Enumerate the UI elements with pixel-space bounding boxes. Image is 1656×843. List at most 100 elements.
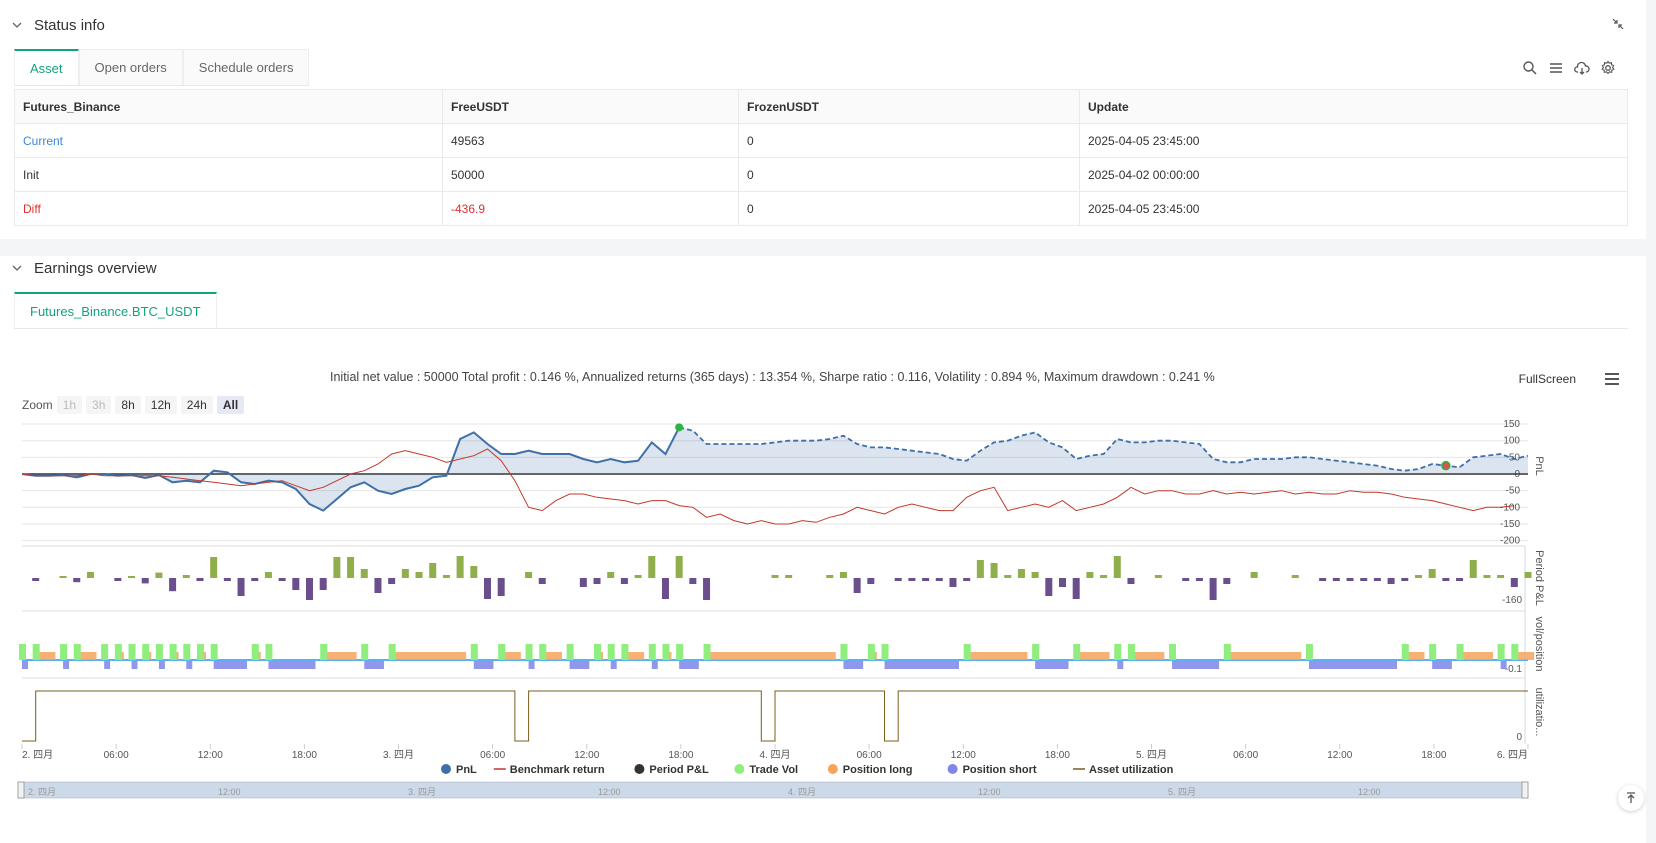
tab-schedule-orders[interactable]: Schedule orders bbox=[182, 49, 310, 85]
position-short-bar bbox=[1308, 661, 1398, 669]
pane-axis-title: utilizatio... bbox=[1533, 688, 1545, 737]
position-short-bar bbox=[1432, 661, 1452, 669]
pane-axis-title: vol/position bbox=[1533, 616, 1545, 671]
period-pnl-bar bbox=[1154, 575, 1162, 578]
trade-vol-bar bbox=[662, 644, 670, 660]
period-pnl-bar bbox=[963, 578, 971, 581]
position-short-bar bbox=[1035, 661, 1069, 669]
period-pnl-bar bbox=[1373, 578, 1381, 581]
position-short-bar bbox=[22, 661, 28, 669]
trade-vol-bar bbox=[73, 644, 81, 660]
navigator-tick-label: 12:00 bbox=[978, 787, 1001, 797]
tab-open-orders[interactable]: Open orders bbox=[78, 49, 183, 85]
status-tabs: Asset Open orders Schedule orders bbox=[14, 49, 310, 86]
position-long-bar bbox=[542, 652, 562, 660]
x-tick-label: 18:00 bbox=[1421, 750, 1446, 761]
trade-vol-bar bbox=[703, 644, 711, 660]
table-header-row: Futures_Binance FreeUSDT FrozenUSDT Upda… bbox=[14, 89, 1628, 124]
trade-vol-bar bbox=[196, 644, 204, 660]
period-pnl-bar bbox=[525, 572, 533, 578]
chevron-down-icon[interactable] bbox=[12, 20, 22, 30]
x-tick-label: 3. 四月 bbox=[383, 749, 414, 761]
trade-vol-bar bbox=[1497, 644, 1505, 660]
position-long-bar bbox=[1076, 652, 1110, 660]
trade-vol-bar bbox=[155, 644, 163, 660]
navigator-tick-label: 12:00 bbox=[218, 787, 241, 797]
list-icon[interactable] bbox=[1548, 60, 1564, 76]
position-short-bar bbox=[63, 661, 70, 669]
period-pnl-bar bbox=[689, 578, 697, 584]
navigator-track bbox=[17, 781, 1529, 799]
zoom-8h-button[interactable]: 8h bbox=[115, 396, 141, 414]
hamburger-menu-icon[interactable] bbox=[1604, 372, 1620, 386]
cell-update: 2025-04-02 00:00:00 bbox=[1079, 157, 1628, 192]
trade-vol-bar bbox=[169, 644, 177, 660]
tab-btc-usdt[interactable]: Futures_Binance.BTC_USDT bbox=[14, 292, 217, 328]
period-pnl-bar bbox=[401, 569, 409, 578]
zoom-all-button[interactable]: All bbox=[216, 396, 245, 414]
period-pnl-bar bbox=[1524, 572, 1532, 578]
legend-item-label: Period P&L bbox=[649, 764, 709, 776]
col-header-update[interactable]: Update bbox=[1079, 89, 1628, 124]
period-pnl-bar bbox=[1456, 578, 1464, 581]
asset-utilization-line bbox=[22, 690, 1528, 742]
tab-asset[interactable]: Asset bbox=[14, 49, 79, 85]
y-tick-label: 150 bbox=[1503, 419, 1520, 430]
trade-vol-bar bbox=[498, 644, 506, 660]
trade-vol-bar bbox=[32, 644, 40, 660]
y-tick-label: -100 bbox=[1500, 502, 1520, 513]
period-pnl-bar bbox=[456, 556, 464, 578]
chevron-down-icon[interactable] bbox=[12, 263, 22, 273]
period-pnl-bar bbox=[1360, 578, 1368, 581]
period-pnl-bar bbox=[1319, 578, 1327, 581]
cloud-download-icon[interactable] bbox=[1574, 60, 1590, 76]
earnings-section-header[interactable]: Earnings overview bbox=[12, 253, 157, 283]
period-pnl-bar bbox=[86, 572, 94, 578]
x-tick-label: 2. 四月 bbox=[22, 749, 53, 761]
position-long-bar bbox=[323, 652, 357, 660]
zoom-3h-button[interactable]: 3h bbox=[86, 396, 112, 414]
navigator-tick-label: 5. 四月 bbox=[1168, 787, 1196, 797]
period-pnl-bar bbox=[333, 557, 341, 578]
earnings-chart[interactable]: 150100500-50-100-150-200-160-0.10PnLPeri… bbox=[0, 406, 1646, 843]
period-pnl-bar bbox=[1387, 578, 1395, 584]
position-short-bar bbox=[158, 661, 165, 669]
row-label-init: Init bbox=[14, 157, 443, 192]
period-pnl-bar bbox=[593, 578, 601, 584]
period-pnl-bar bbox=[388, 578, 396, 584]
period-pnl-bar bbox=[1045, 578, 1053, 596]
status-section-header[interactable]: Status info bbox=[12, 10, 105, 40]
zoom-label: Zoom bbox=[22, 398, 53, 412]
x-tick-label: 4. 四月 bbox=[759, 749, 790, 761]
collapse-icon[interactable] bbox=[1612, 18, 1624, 30]
trade-vol-bar bbox=[566, 644, 574, 660]
fullscreen-button[interactable]: FullScreen bbox=[1518, 372, 1576, 386]
zoom-24h-button[interactable]: 24h bbox=[180, 396, 213, 414]
legend-item-label: Position long bbox=[843, 764, 913, 776]
table-row: Current 49563 0 2025-04-05 23:45:00 bbox=[14, 123, 1628, 158]
position-short-bar bbox=[528, 661, 535, 669]
table-toolbar bbox=[1522, 60, 1616, 76]
period-pnl-bar bbox=[1346, 578, 1354, 581]
zoom-1h-button[interactable]: 1h bbox=[56, 396, 83, 414]
gear-icon[interactable] bbox=[1600, 60, 1616, 76]
y-tick-label: 0 bbox=[1516, 732, 1522, 743]
period-pnl-bar bbox=[1195, 578, 1203, 581]
col-header-exchange[interactable]: Futures_Binance bbox=[14, 89, 443, 124]
col-header-frozen[interactable]: FrozenUSDT bbox=[738, 89, 1080, 124]
trade-vol-bar bbox=[1032, 644, 1040, 660]
period-pnl-bar bbox=[442, 575, 450, 578]
search-icon[interactable] bbox=[1522, 60, 1538, 76]
navigator-handle-right bbox=[1521, 781, 1529, 799]
row-label-diff: Diff bbox=[14, 191, 443, 226]
trade-vol-bar bbox=[60, 644, 68, 660]
position-long-bar bbox=[76, 652, 97, 660]
position-short-bar bbox=[104, 661, 111, 669]
col-header-free[interactable]: FreeUSDT bbox=[442, 89, 739, 124]
zoom-12h-button[interactable]: 12h bbox=[144, 396, 177, 414]
navigator-tick-label: 12:00 bbox=[1358, 787, 1381, 797]
period-pnl-bar bbox=[1100, 575, 1108, 578]
benchmark-line bbox=[21, 448, 1515, 525]
position-short-bar bbox=[651, 661, 658, 669]
scroll-to-top-button[interactable] bbox=[1618, 785, 1644, 811]
